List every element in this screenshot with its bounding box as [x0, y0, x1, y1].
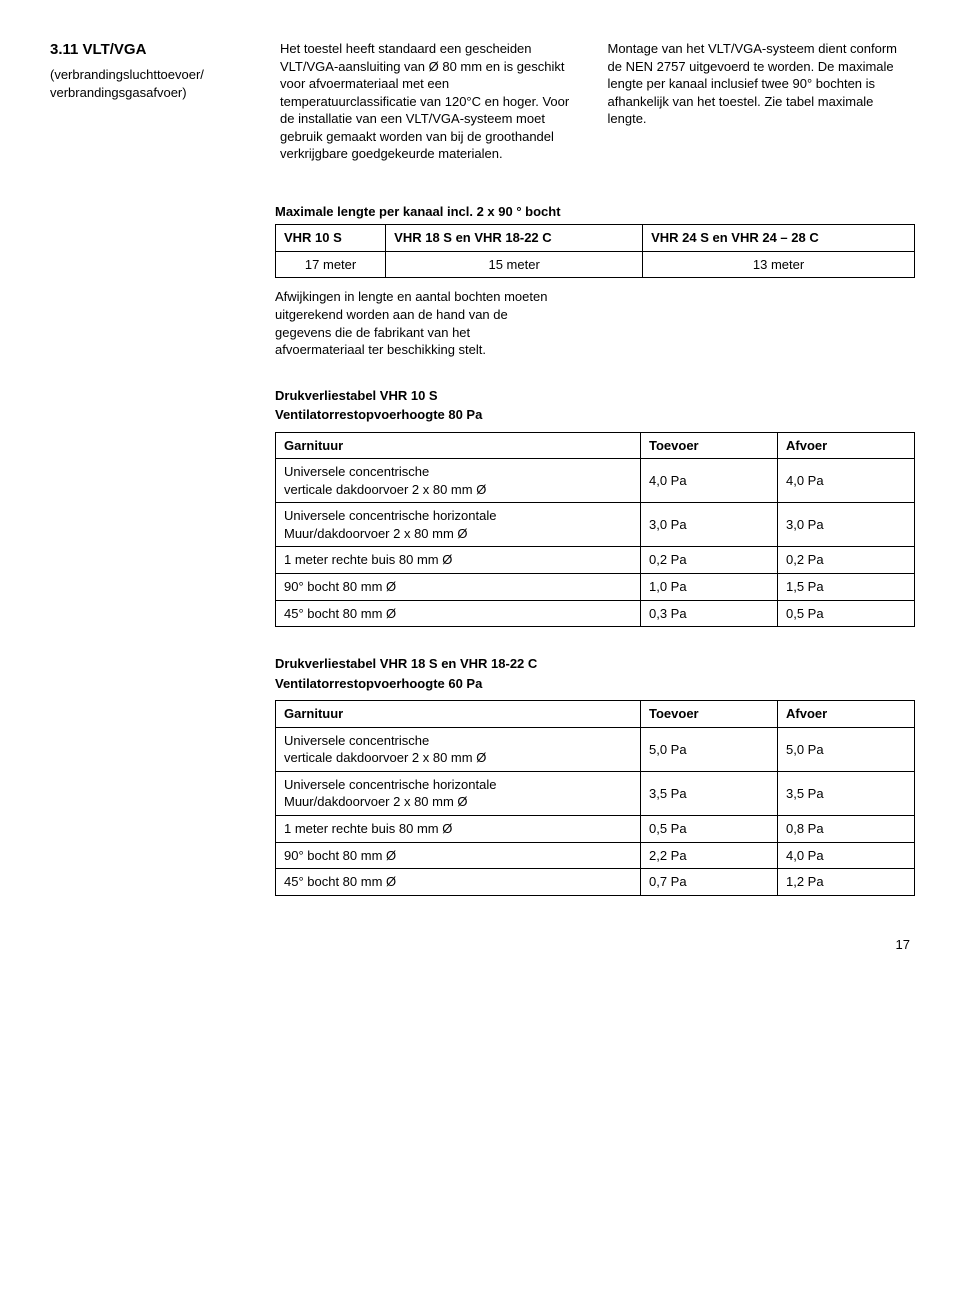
table-row: Universele concentrischeverticale dakdoo… [276, 459, 915, 503]
druk1-title: Drukverliestabel VHR 10 S [275, 387, 910, 405]
table-row: 90° bocht 80 mm Ø 2,2 Pa 4,0 Pa [276, 842, 915, 869]
table-row: 90° bocht 80 mm Ø 1,0 Pa 1,5 Pa [276, 574, 915, 601]
druk2-cell: 5,0 Pa [641, 727, 778, 771]
druk1-sub: Ventilatorrestopvoerhoogte 80 Pa [275, 406, 910, 424]
druk1-header: Toevoer [641, 432, 778, 459]
druk2-sub: Ventilatorrestopvoerhoogte 60 Pa [275, 675, 910, 693]
page-number: 17 [50, 936, 910, 954]
druk2-cell: Universele concentrische horizontaleMuur… [276, 771, 641, 815]
druk1-cell: 45° bocht 80 mm Ø [276, 600, 641, 627]
druk2-cell: 1 meter rechte buis 80 mm Ø [276, 815, 641, 842]
section-number: 3.11 VLT/VGA [50, 40, 255, 60]
table-row: Universele concentrische horizontaleMuur… [276, 771, 915, 815]
druk2-cell: 3,5 Pa [641, 771, 778, 815]
druk1-cell: 4,0 Pa [778, 459, 915, 503]
table-row: 45° bocht 80 mm Ø 0,3 Pa 0,5 Pa [276, 600, 915, 627]
druk2-header: Toevoer [641, 701, 778, 728]
druk2-cell: Universele concentrischeverticale dakdoo… [276, 727, 641, 771]
druk2-cell: 4,0 Pa [778, 842, 915, 869]
druk1-cell: 0,2 Pa [641, 547, 778, 574]
druk1-header: Afvoer [778, 432, 915, 459]
druk1-cell: 3,0 Pa [641, 503, 778, 547]
paragraph-right: Montage van het VLT/VGA-systeem dient co… [608, 40, 911, 128]
table-row: 1 meter rechte buis 80 mm Ø 0,5 Pa 0,8 P… [276, 815, 915, 842]
max-table-title: Maximale lengte per kanaal incl. 2 x 90 … [275, 203, 910, 221]
paragraph-mid: Het toestel heeft standaard een gescheid… [280, 40, 583, 163]
druk2-cell: 1,2 Pa [778, 869, 915, 896]
druk1-header: Garnituur [276, 432, 641, 459]
max-table-header: VHR 18 S en VHR 18-22 C [386, 225, 643, 252]
druk1-cell: 90° bocht 80 mm Ø [276, 574, 641, 601]
notes-text: Afwijkingen in lengte en aantal bochten … [275, 288, 555, 358]
druk2-cell: 90° bocht 80 mm Ø [276, 842, 641, 869]
druk2-cell: 0,5 Pa [641, 815, 778, 842]
druk1-cell: 0,5 Pa [778, 600, 915, 627]
druk2-cell: 5,0 Pa [778, 727, 915, 771]
druk1-cell: 3,0 Pa [778, 503, 915, 547]
druk2-cell: 0,8 Pa [778, 815, 915, 842]
druk2-header: Afvoer [778, 701, 915, 728]
max-table-cell: 13 meter [643, 251, 915, 278]
table-row: 45° bocht 80 mm Ø 0,7 Pa 1,2 Pa [276, 869, 915, 896]
max-table-header: VHR 10 S [276, 225, 386, 252]
max-table-header: VHR 24 S en VHR 24 – 28 C [643, 225, 915, 252]
table-row: 1 meter rechte buis 80 mm Ø 0,2 Pa 0,2 P… [276, 547, 915, 574]
druk2-table: Garnituur Toevoer Afvoer Universele conc… [275, 700, 915, 895]
druk1-cell: 1,5 Pa [778, 574, 915, 601]
max-length-table: VHR 10 S VHR 18 S en VHR 18-22 C VHR 24 … [275, 224, 915, 278]
table-row: Universele concentrische horizontaleMuur… [276, 503, 915, 547]
druk2-cell: 2,2 Pa [641, 842, 778, 869]
max-table-cell: 17 meter [276, 251, 386, 278]
druk1-cell: Universele concentrischeverticale dakdoo… [276, 459, 641, 503]
druk1-cell: 4,0 Pa [641, 459, 778, 503]
druk1-cell: Universele concentrische horizontaleMuur… [276, 503, 641, 547]
table-row: Universele concentrischeverticale dakdoo… [276, 727, 915, 771]
druk2-cell: 3,5 Pa [778, 771, 915, 815]
druk1-cell: 0,3 Pa [641, 600, 778, 627]
druk2-cell: 45° bocht 80 mm Ø [276, 869, 641, 896]
druk2-title: Drukverliestabel VHR 18 S en VHR 18-22 C [275, 655, 910, 673]
druk2-cell: 0,7 Pa [641, 869, 778, 896]
druk1-table: Garnituur Toevoer Afvoer Universele conc… [275, 432, 915, 627]
druk1-cell: 1 meter rechte buis 80 mm Ø [276, 547, 641, 574]
druk1-cell: 0,2 Pa [778, 547, 915, 574]
max-table-cell: 15 meter [386, 251, 643, 278]
section-subtitle: (verbrandingsluchttoevoer/verbrandingsga… [50, 66, 255, 101]
druk1-cell: 1,0 Pa [641, 574, 778, 601]
druk2-header: Garnituur [276, 701, 641, 728]
